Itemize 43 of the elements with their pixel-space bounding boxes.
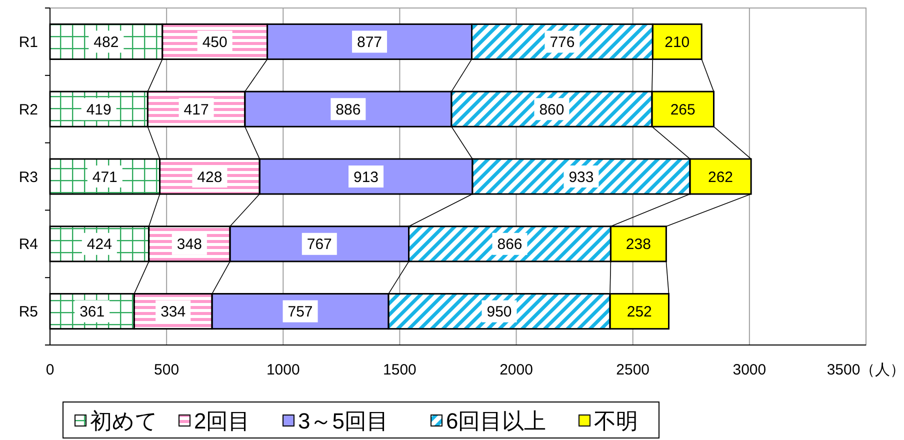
data-label: 767 [306, 236, 332, 254]
data-label: 471 [92, 168, 118, 186]
data-label: 417 [184, 101, 209, 118]
y-tick-label: R2 [18, 101, 38, 118]
data-label: 361 [80, 304, 105, 321]
legend-label: 2回目 [194, 408, 250, 434]
x-tick-label: 1000 [266, 361, 300, 378]
data-label: 913 [354, 168, 379, 186]
data-label: 950 [486, 304, 512, 321]
data-label: 776 [550, 34, 575, 51]
data-label: 334 [160, 304, 186, 321]
y-tick-label: R3 [18, 168, 38, 186]
data-label: 450 [202, 34, 228, 51]
data-label: 757 [288, 304, 313, 321]
data-label: 348 [176, 236, 202, 254]
y-tick-label: R4 [18, 236, 38, 254]
data-label: 419 [86, 101, 112, 118]
legend-label: 初めて [90, 408, 158, 434]
x-tick-label: 1500 [383, 361, 416, 378]
y-tick-label: R1 [18, 34, 38, 51]
data-label: 866 [497, 236, 522, 254]
data-label: 252 [626, 304, 652, 321]
data-label: 265 [670, 101, 696, 118]
x-tick-label: 2500 [616, 361, 650, 378]
y-tick-label: R5 [18, 304, 38, 321]
data-label: 262 [708, 168, 734, 186]
data-label: 238 [626, 236, 651, 254]
data-label: 860 [539, 101, 564, 118]
x-tick-label: 3000 [732, 361, 766, 378]
legend-label: 3～5回目 [298, 408, 388, 434]
data-label: 428 [197, 168, 222, 186]
data-label: 877 [357, 34, 382, 51]
data-label: 886 [336, 101, 361, 118]
x-tick-label: 500 [154, 361, 180, 378]
legend-label: 6回目以上 [446, 408, 546, 434]
legend-label: 不明 [594, 408, 638, 434]
data-label: 482 [94, 34, 119, 51]
x-tick-label: 0 [46, 361, 54, 378]
x-tick-label: 3500（人） [826, 361, 904, 378]
x-tick-label: 2000 [500, 361, 533, 378]
data-label: 424 [86, 236, 112, 254]
data-label: 210 [664, 34, 690, 51]
data-label: 933 [568, 168, 594, 186]
